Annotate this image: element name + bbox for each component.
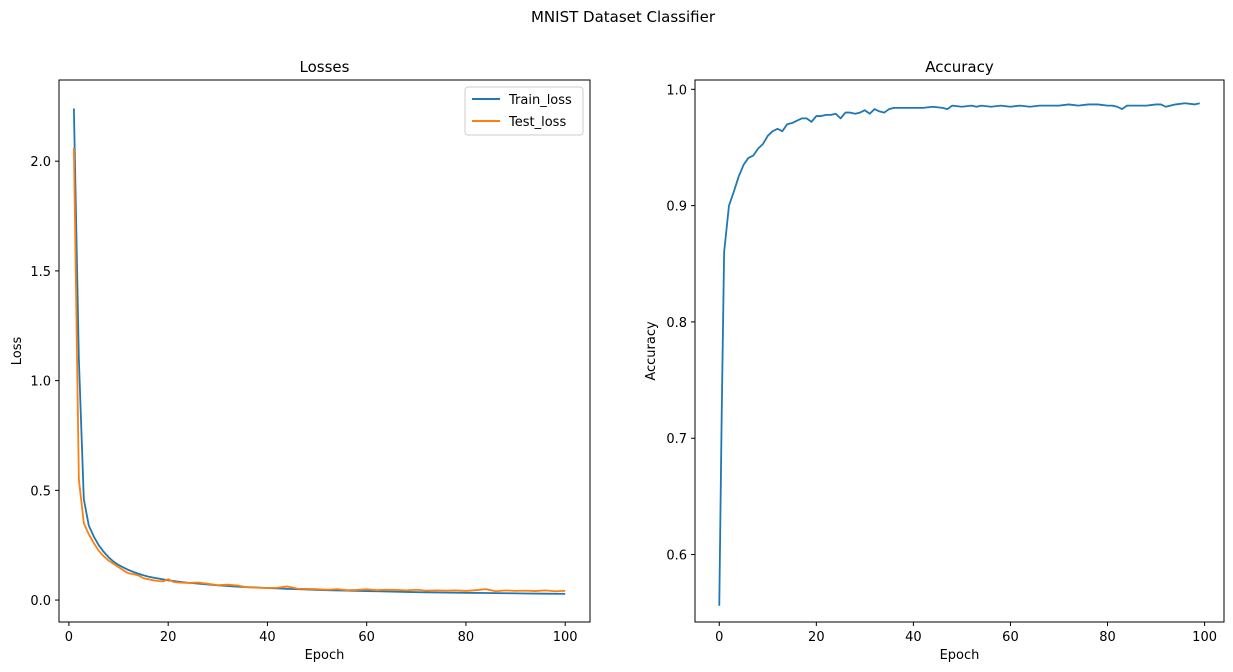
- losses-xtick-label: 0: [65, 630, 73, 645]
- accuracy-xtick-label: 80: [1099, 630, 1116, 645]
- losses-ytick-label: 1.5: [30, 265, 51, 280]
- series-line-train-loss: [72, 108, 566, 595]
- losses-ylabel: Loss: [10, 337, 25, 366]
- accuracy-ytick-label: 0.8: [666, 316, 687, 331]
- losses-ytick-label: 0.0: [30, 594, 51, 609]
- series-line-test-loss: [72, 148, 566, 593]
- accuracy-panel: Accuracy Epoch Accuracy 0 20 40 60 80 1000.60…: [644, 58, 1225, 663]
- losses-title: Losses: [300, 58, 350, 76]
- accuracy-xtick-label: 20: [808, 630, 825, 645]
- losses-xtick-label: 40: [259, 630, 276, 645]
- losses-ticks: 0 20 40 60 80 100 0.0 0.5 1.0 1.5 2.0: [30, 155, 577, 645]
- legend-label-train-loss: Train_loss: [508, 93, 572, 108]
- losses-panel: Losses Epoch Loss 0 20 40 60 80 100 0.0 0.5 1.0 1…: [10, 58, 591, 663]
- figure-suptitle: MNIST Dataset Classifier: [531, 8, 716, 26]
- accuracy-xtick-label: 100: [1192, 630, 1217, 645]
- accuracy-ylabel: Accuracy: [644, 321, 659, 381]
- series-line-accuracy: [718, 102, 1200, 606]
- losses-lines: [72, 108, 566, 595]
- accuracy-lines: [718, 102, 1200, 606]
- losses-xtick-label: 100: [553, 630, 578, 645]
- accuracy-ytick-label: 0.7: [666, 432, 687, 447]
- accuracy-xlabel: Epoch: [940, 648, 980, 663]
- accuracy-ytick-label: 0.9: [666, 200, 687, 215]
- losses-xtick-label: 20: [160, 630, 177, 645]
- accuracy-xtick-label: 0: [715, 630, 723, 645]
- accuracy-xtick-label: 40: [905, 630, 922, 645]
- losses-axes-frame: [58, 79, 591, 623]
- accuracy-ytick-label: 1.0: [666, 83, 687, 98]
- legend-label-test-loss: Test_loss: [508, 115, 566, 130]
- losses-legend: Train_loss Test_loss: [464, 86, 584, 136]
- losses-xlabel: Epoch: [305, 648, 345, 663]
- accuracy-axes-frame: [694, 79, 1225, 623]
- losses-ytick-label: 2.0: [30, 155, 51, 170]
- losses-ytick-label: 0.5: [30, 484, 51, 499]
- accuracy-title: Accuracy: [925, 58, 994, 76]
- accuracy-ticks: 0 20 40 60 80 100 0.6 0.7 0.8 0.9 1.0: [666, 83, 1217, 645]
- accuracy-xtick-label: 60: [1002, 630, 1019, 645]
- losses-xtick-label: 80: [458, 630, 475, 645]
- accuracy-ytick-label: 0.6: [666, 549, 687, 564]
- losses-xtick-label: 60: [358, 630, 375, 645]
- losses-ytick-label: 1.0: [30, 375, 51, 390]
